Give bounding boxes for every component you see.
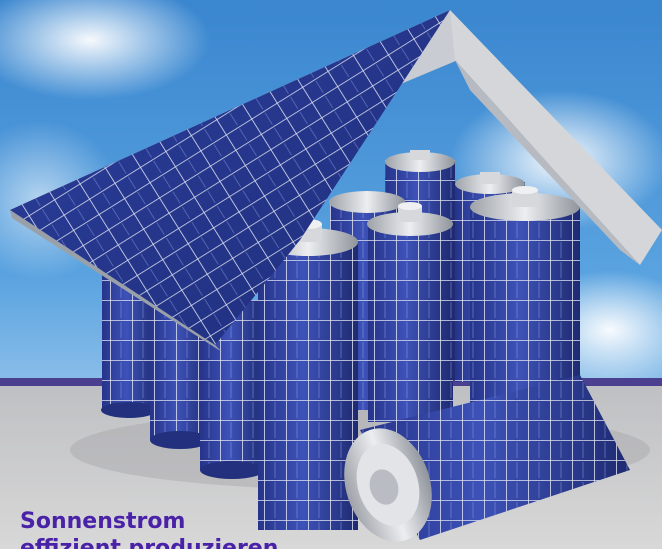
battery-lying [344,375,630,542]
cloud [0,0,210,100]
caption-line-2: effizient produzieren [20,536,279,549]
caption-line-1: Sonnenstrom [20,509,186,534]
solar-roof [10,10,662,352]
battery-middle-group [329,186,580,422]
